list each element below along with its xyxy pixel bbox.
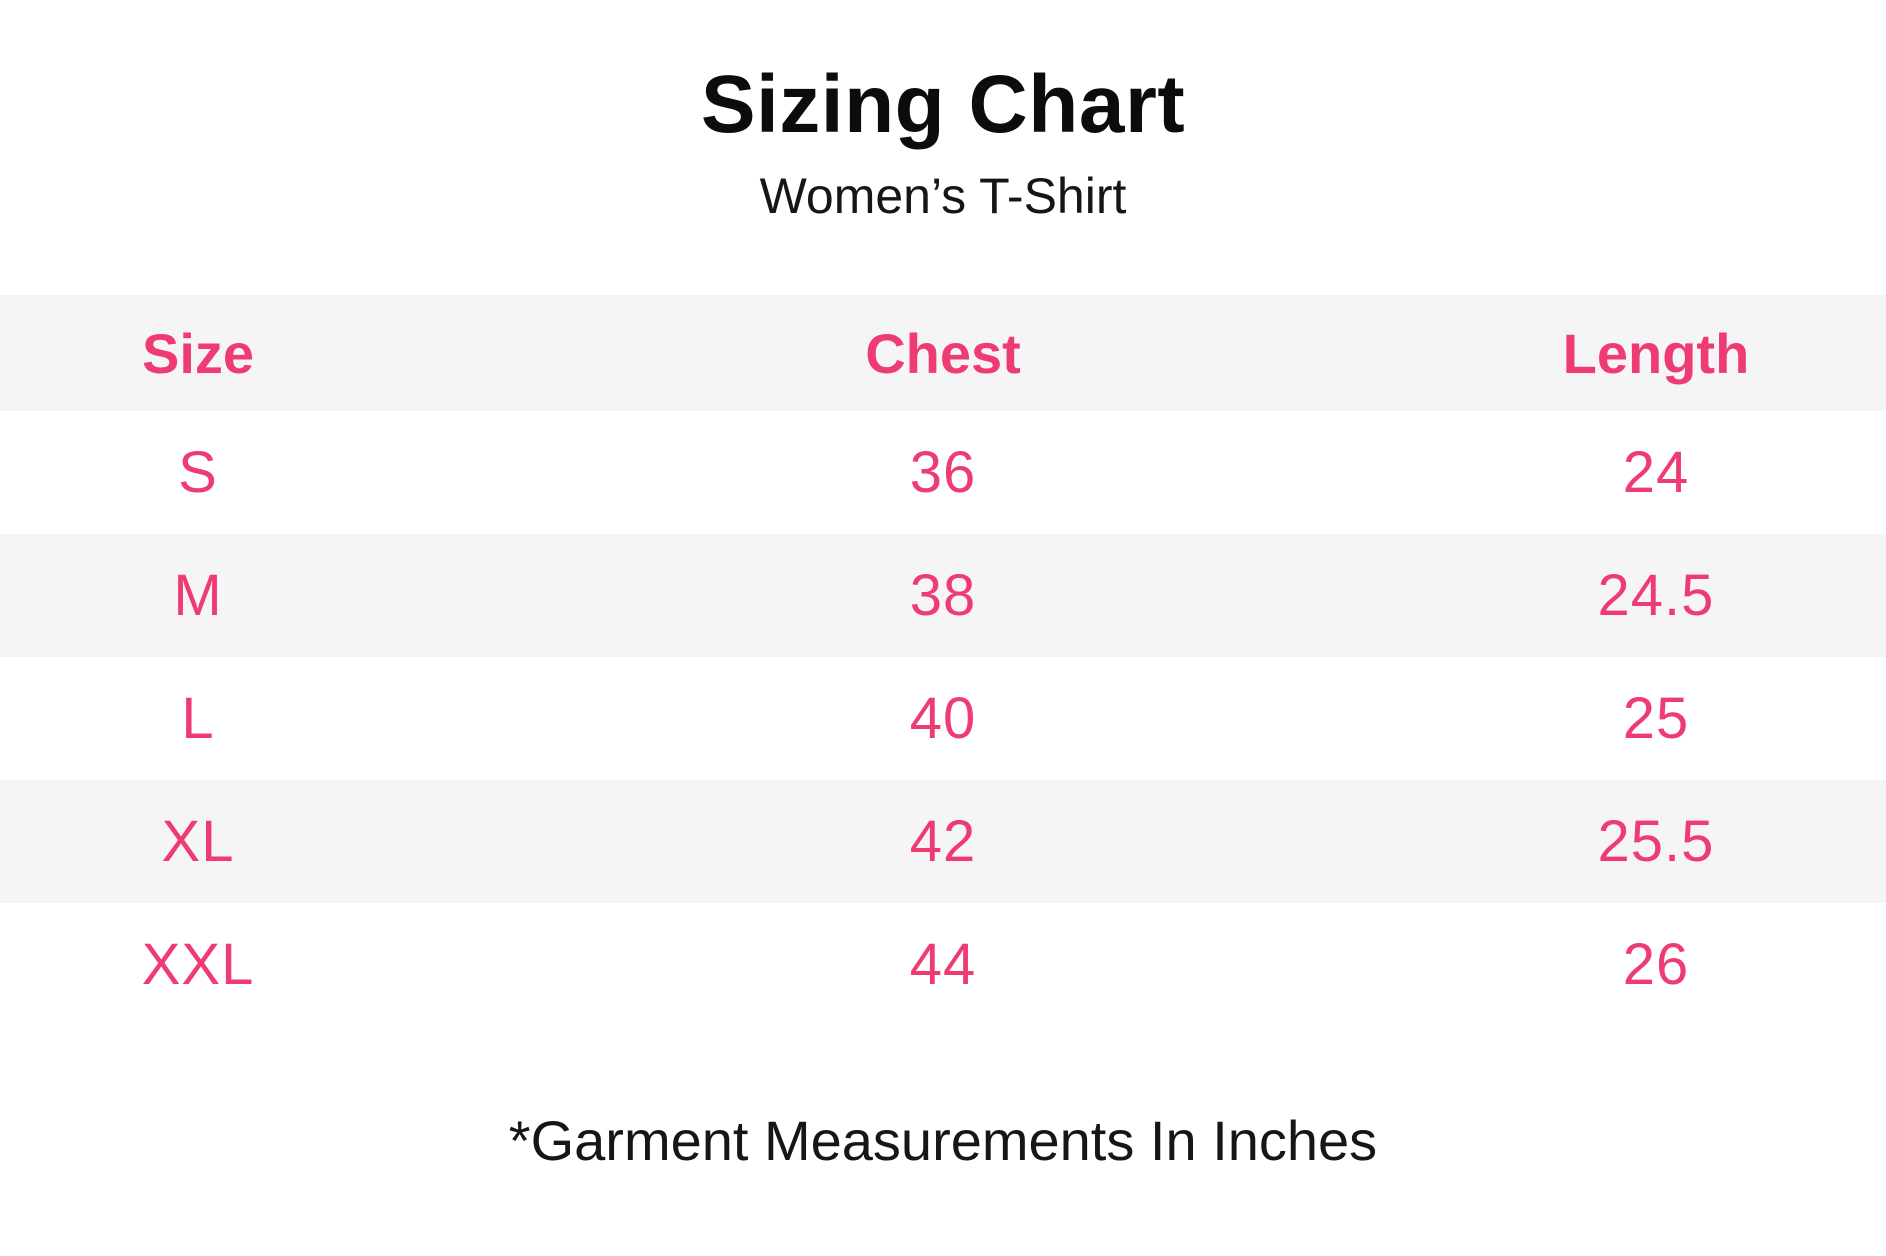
chest-cell: 40 <box>909 686 977 752</box>
column-header-size: Size <box>141 321 255 385</box>
table-row: XXL 44 26 <box>0 903 1886 1026</box>
column-header-chest: Chest <box>865 321 1021 385</box>
measurement-units-footnote: *Garment Measurements In Inches <box>508 1109 1378 1173</box>
length-cell: 25.5 <box>1597 809 1715 875</box>
table-header-row: Size Chest Length <box>0 295 1886 412</box>
chest-cell: 36 <box>909 440 977 506</box>
length-cell: 24 <box>1622 440 1690 506</box>
size-cell: S <box>178 440 218 506</box>
chest-cell: 42 <box>909 809 977 875</box>
size-cell: XL <box>161 809 235 875</box>
size-cell: XXL <box>141 932 255 998</box>
sizing-table: Size Chest Length S 36 24 M 38 24.5 L 40… <box>0 295 1886 1026</box>
column-header-length: Length <box>1562 321 1750 385</box>
size-cell: M <box>173 563 223 629</box>
table-row: L 40 25 <box>0 657 1886 780</box>
page-subtitle: Women’s T-Shirt <box>759 168 1127 225</box>
table-row: M 38 24.5 <box>0 534 1886 658</box>
chest-cell: 44 <box>909 932 977 998</box>
table-row: S 36 24 <box>0 411 1886 534</box>
page-title: Sizing Chart <box>700 59 1186 150</box>
length-cell: 24.5 <box>1597 563 1715 629</box>
size-cell: L <box>181 686 215 752</box>
length-cell: 25 <box>1622 686 1690 752</box>
table-row: XL 42 25.5 <box>0 780 1886 904</box>
chest-cell: 38 <box>909 563 977 629</box>
length-cell: 26 <box>1622 932 1690 998</box>
